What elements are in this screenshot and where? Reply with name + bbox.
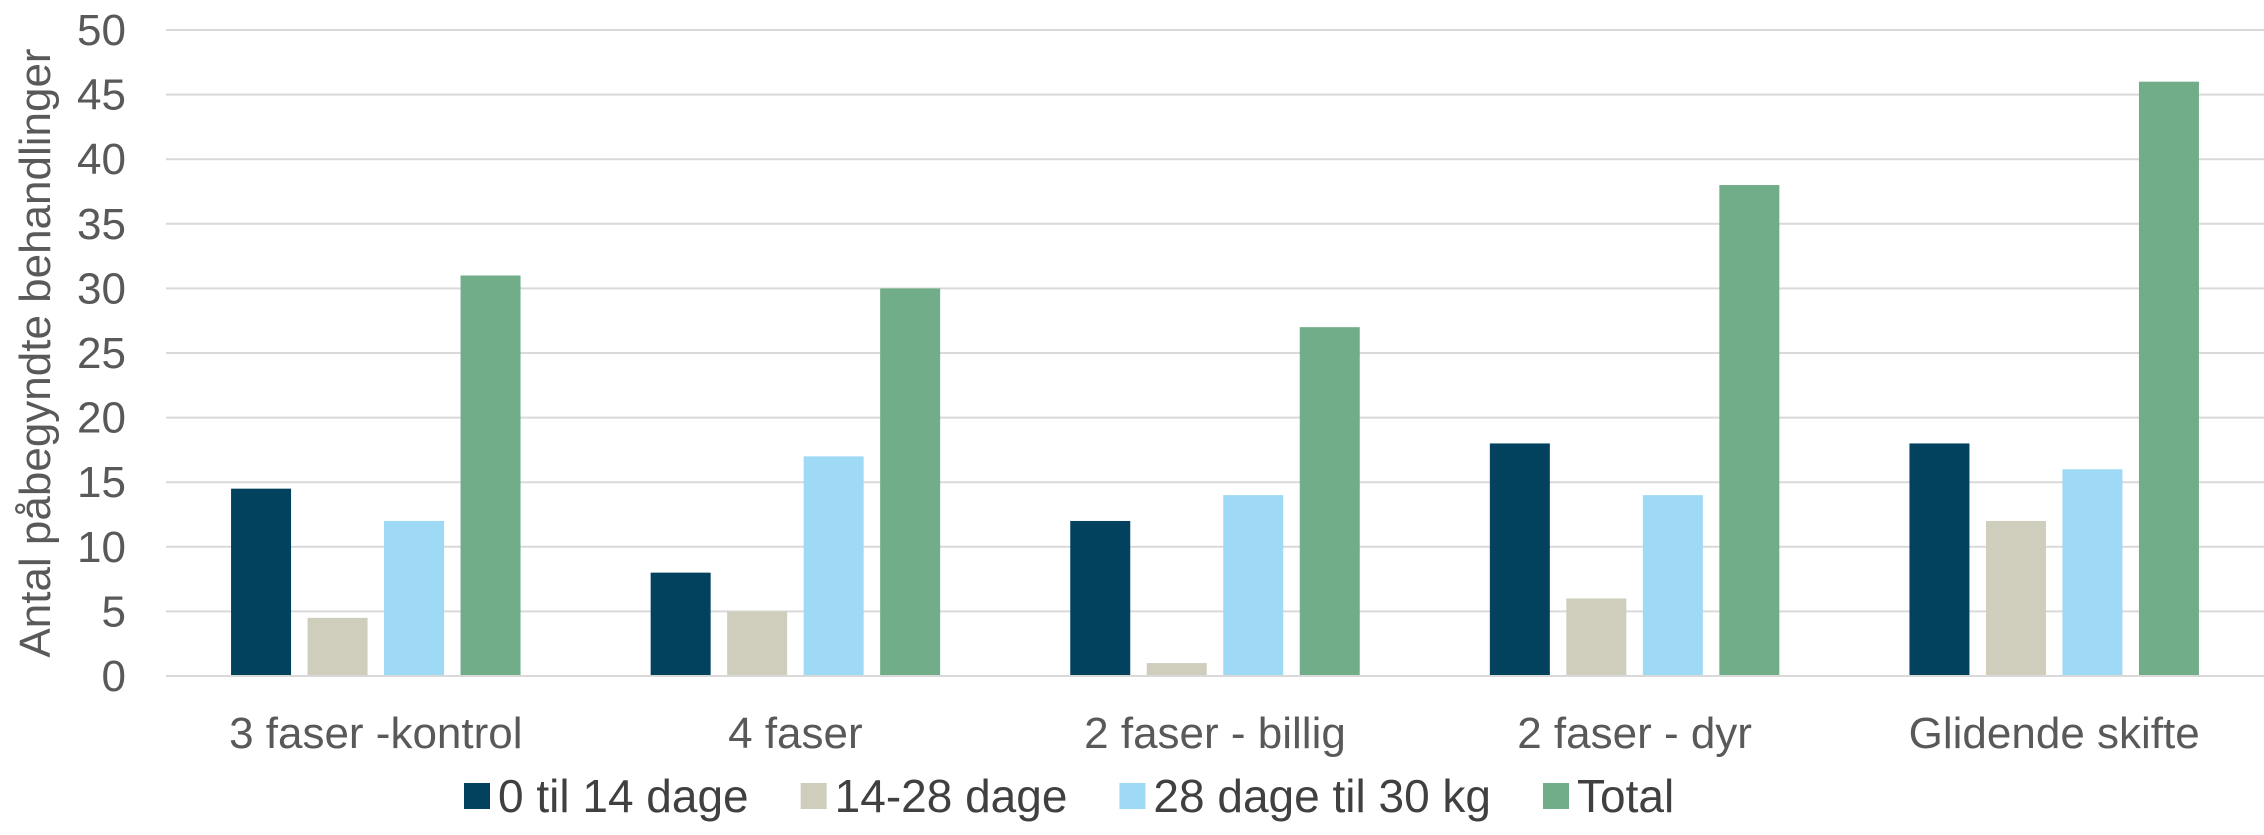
bar-14-28-dage-1: [727, 611, 788, 676]
bar-total-4: [2138, 81, 2199, 677]
bar-14-28-dage-0: [307, 617, 368, 676]
x-category-label: 2 faser - billig: [1084, 709, 1346, 758]
bar-28-dage-til-30-kg-3: [1642, 495, 1703, 676]
bar-14-28-dage-2: [1146, 663, 1207, 676]
bar-14-28-dage-3: [1566, 598, 1627, 676]
legend-label: 28 dage til 30 kg: [1153, 770, 1491, 822]
x-category-label: Glidende skifte: [1909, 709, 2200, 758]
x-category-label: 2 faser - dyr: [1517, 709, 1752, 758]
legend-swatch: [1119, 783, 1146, 809]
bar-0-til-14-dage-4: [1909, 443, 1970, 676]
bar-28-dage-til-30-kg-2: [1223, 495, 1284, 676]
y-tick-label: 50: [77, 6, 126, 55]
y-tick-label: 30: [77, 264, 126, 313]
bar-0-til-14-dage-3: [1489, 443, 1550, 676]
x-category-label: 3 faser -kontrol: [229, 709, 522, 758]
bar-total-0: [460, 275, 521, 676]
legend-swatch: [464, 783, 490, 809]
legend-swatch: [800, 783, 827, 809]
bar-total-3: [1719, 185, 1780, 677]
legend-label: Total: [1577, 770, 1674, 822]
legend-label: 14-28 dage: [835, 770, 1068, 822]
y-axis-title: Antal påbegyndte behandlinger: [11, 48, 60, 657]
bars: [231, 81, 2199, 677]
bar-0-til-14-dage-0: [231, 488, 292, 676]
y-tick-label: 10: [77, 523, 126, 572]
bar-0-til-14-dage-2: [1070, 520, 1131, 676]
bar-total-1: [880, 288, 941, 676]
y-tick-label: 25: [77, 329, 126, 378]
y-tick-label: 45: [77, 71, 126, 120]
bar-total-2: [1299, 327, 1360, 676]
legend: 0 til 14 dage 14-28 dage 28 dage til 30 kg…: [464, 770, 1674, 822]
bar-14-28-dage-4: [1985, 520, 2046, 676]
y-tick-label: 5: [102, 587, 126, 636]
bar-28-dage-til-30-kg-1: [803, 456, 864, 676]
bar-0-til-14-dage-1: [650, 572, 711, 676]
y-tick-label: 0: [102, 652, 126, 701]
x-category-label: 4 faser: [728, 709, 863, 758]
legend-swatch: [1543, 783, 1570, 809]
bar-28-dage-til-30-kg-0: [384, 520, 445, 676]
y-tick-label: 35: [77, 200, 126, 249]
y-tick-label: 20: [77, 394, 126, 443]
bar-28-dage-til-30-kg-4: [2062, 469, 2123, 676]
y-axis-ticks: 0 5 10 15 20 25 30 35 40 45 50: [77, 6, 126, 701]
y-tick-label: 15: [77, 458, 126, 507]
y-tick-label: 40: [77, 135, 126, 184]
x-axis-categories: 3 faser -kontrol 4 faser 2 faser - billig 2…: [229, 709, 2200, 758]
legend-label: 0 til 14 dage: [498, 770, 749, 822]
